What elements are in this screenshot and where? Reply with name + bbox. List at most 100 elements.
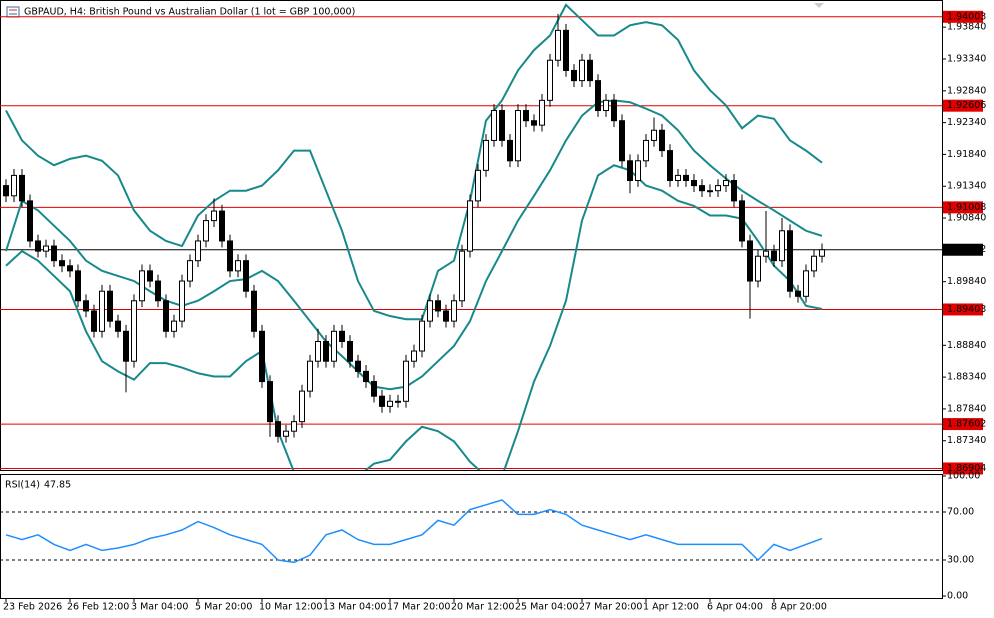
candle-body bbox=[11, 174, 17, 197]
candle-body bbox=[419, 320, 425, 352]
candle-body bbox=[323, 340, 329, 362]
candle-body bbox=[435, 300, 441, 312]
rsi-name: RSI(14) bbox=[5, 480, 40, 491]
candle-body bbox=[403, 360, 409, 402]
level-label-bg bbox=[943, 10, 983, 23]
candle-body bbox=[571, 69, 577, 82]
candle-body bbox=[395, 400, 401, 403]
candle-body bbox=[595, 80, 601, 112]
candle-body bbox=[803, 270, 809, 297]
level-label-bg bbox=[943, 418, 983, 431]
candle-body bbox=[19, 174, 25, 202]
candle-body bbox=[731, 180, 737, 202]
bollinger-upper bbox=[5, 3, 823, 321]
candle-body bbox=[339, 330, 345, 342]
level-label: 1.91008 bbox=[947, 202, 986, 213]
candle-body bbox=[667, 150, 673, 182]
level-label-bg bbox=[943, 99, 983, 112]
candle-body bbox=[267, 381, 273, 423]
candle-body bbox=[123, 330, 129, 362]
candle-body bbox=[427, 300, 433, 322]
candle-body bbox=[243, 260, 249, 292]
y-tick-label: 1.90840 bbox=[947, 213, 986, 224]
candle-body bbox=[515, 110, 521, 162]
candle-body bbox=[187, 260, 193, 282]
candle-body bbox=[611, 99, 617, 122]
scroll-marker bbox=[814, 3, 824, 8]
candle-body bbox=[331, 330, 337, 362]
candle-body bbox=[547, 59, 553, 101]
x-tick-label: 17 Mar 20:00 bbox=[387, 602, 450, 613]
candle-body bbox=[659, 129, 665, 152]
candle-body bbox=[171, 320, 177, 332]
level-label: 1.94003 bbox=[947, 11, 986, 22]
level-label-bg bbox=[943, 462, 983, 475]
candle-body bbox=[755, 255, 761, 282]
x-tick-label: 8 Apr 20:00 bbox=[771, 602, 827, 613]
candle-body bbox=[235, 260, 241, 272]
level-label: 1.86904 bbox=[947, 463, 986, 474]
x-tick-label: 6 Apr 04:00 bbox=[707, 602, 763, 613]
rsi-panel bbox=[0, 474, 943, 599]
candle-body bbox=[603, 99, 609, 112]
candle-body bbox=[483, 139, 489, 171]
symbol-icon bbox=[6, 6, 20, 18]
candle-body bbox=[315, 340, 321, 362]
candle-body bbox=[443, 310, 449, 322]
y-tick-label: 1.91840 bbox=[947, 149, 986, 160]
candle-body bbox=[691, 180, 697, 187]
candle-body bbox=[75, 270, 81, 302]
candle-body bbox=[635, 160, 641, 182]
y-tick-label: 1.87840 bbox=[947, 403, 986, 414]
candle-body bbox=[355, 360, 361, 372]
candle-body bbox=[227, 240, 233, 272]
level-label: 1.92606 bbox=[947, 100, 986, 111]
candle-body bbox=[579, 59, 585, 82]
candle-body bbox=[811, 255, 817, 272]
candle-body bbox=[643, 139, 649, 162]
candle-body bbox=[67, 265, 73, 272]
candle-body bbox=[347, 340, 353, 362]
candle-body bbox=[531, 120, 537, 126]
candle-body bbox=[771, 250, 777, 262]
candle-body bbox=[795, 290, 801, 297]
candle-body bbox=[723, 180, 729, 187]
level-label-bg bbox=[943, 303, 983, 316]
candle-body bbox=[411, 350, 417, 362]
candle-body bbox=[499, 110, 505, 141]
current-price-bg bbox=[943, 243, 983, 256]
y-tick-label: 1.88340 bbox=[947, 372, 986, 383]
candle-body bbox=[491, 110, 497, 141]
candle-body bbox=[163, 300, 169, 332]
candle-body bbox=[59, 260, 65, 267]
y-tick-label: 1.91340 bbox=[947, 181, 986, 192]
x-tick-label: 1 Apr 12:00 bbox=[643, 602, 699, 613]
candle-body bbox=[211, 210, 217, 222]
candle-body bbox=[291, 421, 297, 432]
x-tick-label: 3 Mar 04:00 bbox=[131, 602, 188, 613]
level-label-bg bbox=[943, 201, 983, 214]
candle-body bbox=[539, 99, 545, 126]
candle-body bbox=[131, 300, 137, 362]
candle-body bbox=[459, 250, 465, 302]
chart-title: GBPAUD, H4: British Pound vs Australian … bbox=[24, 7, 355, 18]
rsi-y-tick-label: 100.00 bbox=[947, 471, 980, 482]
level-label: 1.89403 bbox=[947, 304, 986, 315]
candle-body bbox=[387, 400, 393, 407]
candle-body bbox=[651, 129, 657, 141]
rsi-y-tick-label: 0.00 bbox=[947, 591, 968, 602]
candle-body bbox=[195, 240, 201, 262]
bollinger-lower bbox=[5, 164, 823, 470]
candle-body bbox=[99, 290, 105, 332]
candle-body bbox=[219, 210, 225, 242]
x-tick-label: 27 Mar 20:00 bbox=[579, 602, 642, 613]
candle-body bbox=[155, 280, 161, 302]
candle-body bbox=[139, 270, 145, 302]
candle-body bbox=[83, 300, 89, 312]
x-tick-label: 26 Feb 12:00 bbox=[67, 602, 129, 613]
candle-body bbox=[251, 290, 257, 332]
y-tick-label: 1.93340 bbox=[947, 53, 986, 64]
level-label: 1.87602 bbox=[947, 419, 986, 430]
candle-body bbox=[627, 160, 633, 182]
